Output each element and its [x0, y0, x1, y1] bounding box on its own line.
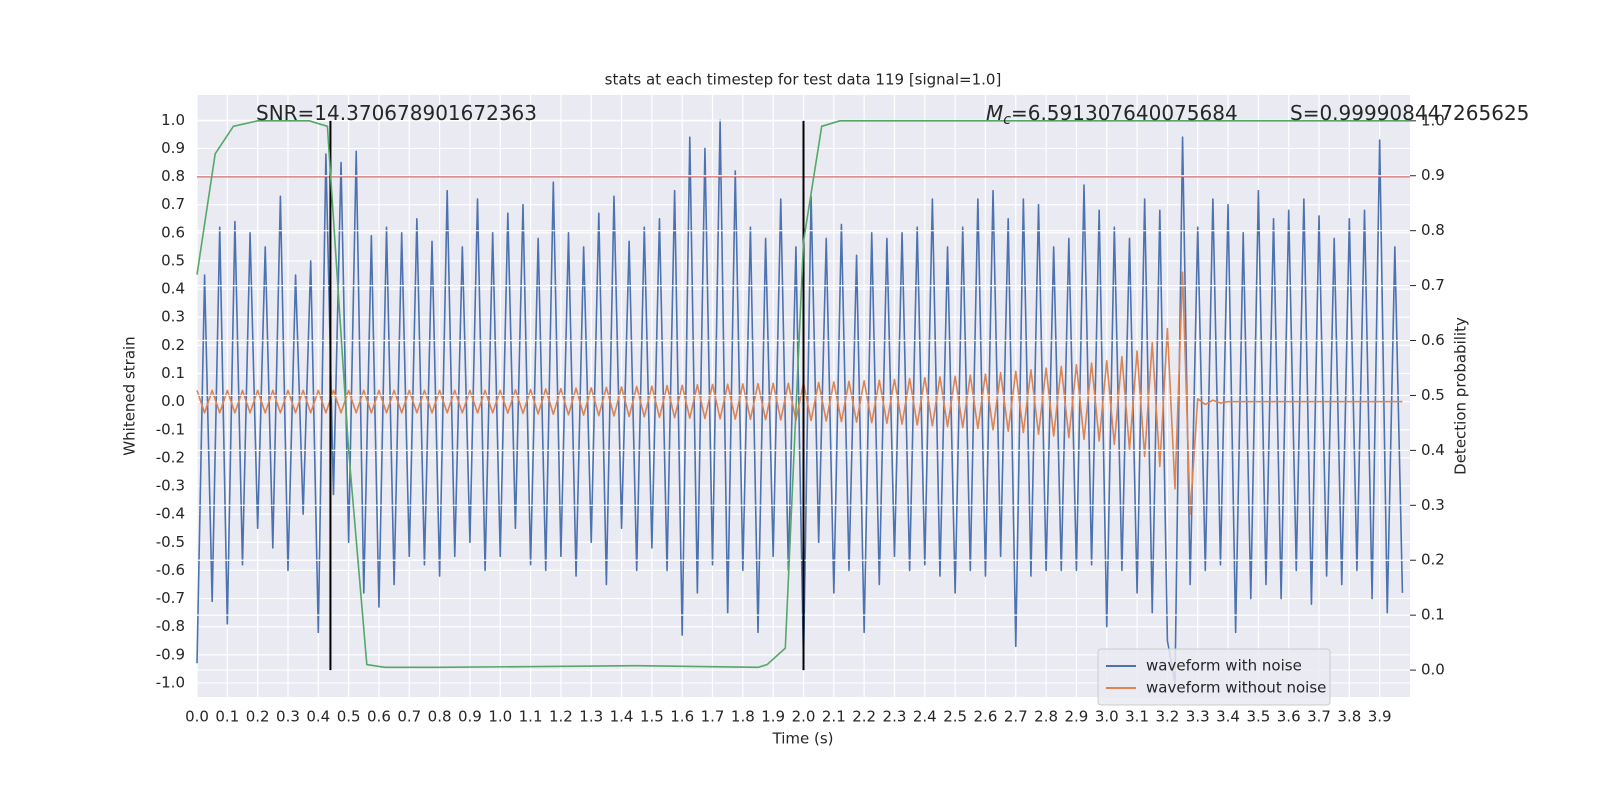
x-tick-label: 3.5 [1246, 708, 1270, 726]
x-tick-label: 3.2 [1155, 708, 1179, 726]
y2-tick-label: 1.0 [1421, 111, 1445, 129]
x-tick-label: 0.0 [185, 708, 209, 726]
legend-label: waveform without noise [1146, 679, 1326, 697]
x-tick-label: 3.0 [1095, 708, 1119, 726]
y-tick-label: -0.2 [156, 448, 185, 466]
x-tick-label: 1.0 [488, 708, 512, 726]
x-tick-label: 0.6 [367, 708, 391, 726]
x-tick-label: 3.3 [1186, 708, 1210, 726]
series-line [196, 119, 1404, 684]
x-tick-label: 1.8 [731, 708, 755, 726]
y2-tick-label: 0.1 [1421, 606, 1445, 624]
x-tick-label: 2.2 [852, 708, 876, 726]
y-tick-label: 0.1 [161, 364, 185, 382]
y-tick-label: -0.5 [156, 533, 185, 551]
x-tick-label: 2.8 [1034, 708, 1058, 726]
x-tick-label: 2.1 [822, 708, 846, 726]
y-tick-label: 0.3 [161, 308, 185, 326]
x-tick-label: 1.9 [761, 708, 785, 726]
annotation-symbol: M [986, 101, 1003, 125]
x-tick-label: 3.1 [1125, 708, 1149, 726]
y2-tick-label: 0.9 [1421, 166, 1445, 184]
x-tick-label: 1.1 [519, 708, 543, 726]
x-tick-label: 2.7 [1004, 708, 1028, 726]
x-tick-label: 1.6 [670, 708, 694, 726]
x-tick-label: 0.7 [397, 708, 421, 726]
y-tick-label: -0.7 [156, 589, 185, 607]
annotation-text: SNR=14.370678901672363 [256, 101, 537, 125]
x-tick-label: 2.3 [883, 708, 907, 726]
x-tick-label: 3.7 [1307, 708, 1331, 726]
y-tick-label: -0.8 [156, 617, 185, 635]
y2-tick-label: 0.6 [1421, 331, 1445, 349]
y-tick-label: 0.6 [161, 223, 185, 241]
x-tick-label: 2.5 [943, 708, 967, 726]
x-tick-label: 1.7 [701, 708, 725, 726]
y-tick-label: 0.5 [161, 251, 185, 269]
annotation-text: S=0.999908447265625 [1290, 101, 1529, 125]
y-tick-label: -0.1 [156, 420, 185, 438]
x-tick-label: 2.4 [913, 708, 937, 726]
x-tick-label: 3.8 [1337, 708, 1361, 726]
x-tick-label: 0.2 [246, 708, 270, 726]
x-tick-label: 0.8 [428, 708, 452, 726]
x-tick-label: 0.4 [306, 708, 330, 726]
x-tick-label: 3.9 [1368, 708, 1392, 726]
y-tick-label: 0.0 [161, 392, 185, 410]
x-tick-label: 2.6 [974, 708, 998, 726]
x-tick-label: 3.6 [1277, 708, 1301, 726]
y-tick-label: -0.3 [156, 477, 185, 495]
x-tick-label: 2.9 [1064, 708, 1088, 726]
x-tick-label: 1.2 [549, 708, 573, 726]
x-tick-label: 0.5 [337, 708, 361, 726]
y-tick-label: -1.0 [156, 673, 185, 691]
y2-axis-label: Detection probability [1452, 317, 1470, 475]
annotation: S=0.999908447265625 [1290, 101, 1529, 125]
y2-tick-label: 0.4 [1421, 441, 1445, 459]
y2-tick-label: 0.5 [1421, 386, 1445, 404]
x-tick-label: 2.0 [792, 708, 816, 726]
x-tick-label: 1.4 [610, 708, 634, 726]
series-line [196, 271, 1403, 515]
y-tick-label: 0.2 [161, 336, 185, 354]
x-tick-label: 3.4 [1216, 708, 1240, 726]
x-axis-label: Time (s) [772, 730, 834, 748]
x-tick-label: 1.5 [640, 708, 664, 726]
y2-tick-label: 0.2 [1421, 551, 1445, 569]
y-tick-label: -0.6 [156, 561, 185, 579]
series-line [196, 120, 1410, 669]
annotation-text: =6.591307640075684 [1011, 101, 1238, 125]
x-tick-label: 0.9 [458, 708, 482, 726]
y-tick-label: -0.9 [156, 645, 185, 663]
y-tick-label: 1.0 [161, 111, 185, 129]
y-tick-label: 0.4 [161, 280, 185, 298]
annotation-subscript: c [1003, 112, 1011, 128]
y-axis-label: Whitened strain [121, 336, 139, 455]
y2-tick-label: 0.8 [1421, 221, 1445, 239]
y2-tick-label: 0.0 [1421, 661, 1445, 679]
legend-box [1097, 648, 1331, 706]
legend-label: waveform with noise [1146, 657, 1302, 675]
x-tick-label: 0.3 [276, 708, 300, 726]
annotation: SNR=14.370678901672363 [256, 101, 537, 125]
x-tick-label: 0.1 [215, 708, 239, 726]
y-tick-label: -0.4 [156, 505, 185, 523]
y2-tick-label: 0.3 [1421, 496, 1445, 514]
y-tick-label: 0.7 [161, 195, 185, 213]
annotation: Mc=6.591307640075684 [986, 101, 1238, 129]
y2-tick-label: 0.7 [1421, 276, 1445, 294]
y-tick-label: 0.9 [161, 139, 185, 157]
y-tick-label: 0.8 [161, 167, 185, 185]
chart-title: stats at each timestep for test data 119… [605, 71, 1002, 89]
x-tick-label: 1.3 [579, 708, 603, 726]
